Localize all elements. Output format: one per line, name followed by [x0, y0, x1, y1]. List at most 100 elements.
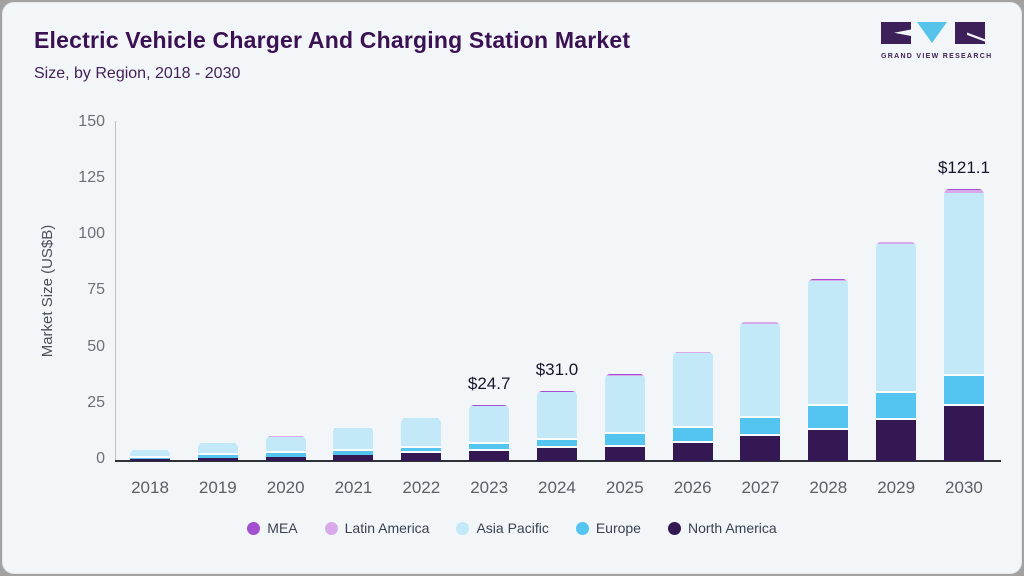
- bar-segment-asia-pacific-2030: [943, 192, 984, 376]
- y-tick-label-125: 125: [78, 168, 105, 186]
- bar-segment-latin-america-2027: [740, 322, 781, 324]
- y-tick-label-150: 150: [78, 112, 105, 130]
- bar-segment-latin-america-2025: [604, 374, 645, 376]
- legend-item-asia-pacific: Asia Pacific: [456, 520, 549, 536]
- y-axis-line: [115, 121, 116, 461]
- bar-segment-asia-pacific-2029: [876, 244, 917, 394]
- bar-segment-latin-america-2023: [469, 405, 510, 407]
- page-subtitle: Size, by Region, 2018 - 2030: [34, 65, 241, 82]
- bar-segment-asia-pacific-2023: [469, 406, 510, 445]
- bar-segment-asia-pacific-2021: [333, 427, 374, 451]
- bar-segment-north-america-2028: [808, 429, 849, 461]
- data-label-2023: $24.7: [467, 374, 511, 394]
- y-tick-label-25: 25: [87, 393, 105, 411]
- x-tick-label-2025: 2025: [605, 478, 644, 497]
- bar-2026: [672, 351, 713, 461]
- legend-dot-asia-pacific: [456, 521, 470, 535]
- data-label-2030: $121.1: [937, 157, 990, 177]
- x-tick-label-2024: 2024: [538, 478, 576, 497]
- x-tick-label-2020: 2020: [266, 478, 305, 497]
- bar-segment-north-america-2022: [401, 453, 442, 461]
- y-tick-label-0: 0: [96, 450, 105, 467]
- bar-segment-latin-america-2024: [536, 391, 577, 393]
- bar-segment-asia-pacific-2026: [672, 353, 713, 428]
- bar-segment-mea-2030: [943, 188, 984, 190]
- legend-label-latin-america: Latin America: [344, 520, 430, 536]
- bar-2023: [469, 405, 510, 461]
- bar-segment-europe-2023: [469, 444, 510, 452]
- bar-segment-north-america-2021: [333, 454, 374, 461]
- bar-segment-europe-2030: [943, 375, 984, 406]
- bar-segment-asia-pacific-2022: [401, 418, 442, 448]
- bar-segment-asia-pacific-2019: [197, 442, 238, 456]
- bar-segment-asia-pacific-2024: [536, 392, 577, 440]
- bar-segment-north-america-2018: [130, 458, 170, 461]
- bar-segment-north-america-2030: [943, 405, 984, 461]
- bar-segment-asia-pacific-2027: [740, 323, 781, 419]
- bar-segment-north-america-2027: [740, 436, 781, 461]
- y-tick-label-75: 75: [87, 281, 105, 299]
- bar-segment-mea-2027: [740, 321, 781, 323]
- bar-segment-asia-pacific-2020: [265, 436, 306, 454]
- stacked-bar-chart: Market Size (US$B) 0 25 50 75 100 125 150 2018…: [3, 3, 1021, 573]
- bar-segment-north-america-2023: [469, 451, 510, 461]
- bar-2030: [943, 188, 984, 461]
- bar-segment-mea-2026: [672, 351, 713, 353]
- legend-dot-mea: [247, 521, 261, 535]
- bar-segment-europe-2026: [672, 427, 713, 443]
- legend-item-latin-america: Latin America: [324, 520, 430, 536]
- gvr-logo-caption: GRAND VIEW RESEARCH: [881, 53, 993, 60]
- legend-label-europe: Europe: [595, 520, 641, 536]
- bar-2024: [536, 391, 577, 461]
- bar-2018: [130, 449, 170, 461]
- bar-segment-asia-pacific-2018: [130, 450, 170, 458]
- bar-segment-europe-2029: [876, 393, 917, 420]
- legend-item-mea: MEA: [247, 520, 298, 536]
- legend-label-mea: MEA: [267, 520, 298, 536]
- x-axis-line: [115, 460, 1001, 462]
- bar-segment-europe-2028: [808, 406, 849, 430]
- legend-label-asia-pacific: Asia Pacific: [476, 520, 549, 536]
- legend-dot-north-america: [667, 521, 681, 535]
- x-tick-label-2026: 2026: [673, 478, 712, 497]
- bar-2029: [876, 241, 917, 461]
- legend-item-north-america: North America: [667, 520, 777, 536]
- bar-2020: [265, 436, 306, 461]
- data-label-2024: $31.0: [535, 360, 579, 380]
- bar-segment-europe-2018: [130, 457, 170, 459]
- bar-segment-europe-2020: [265, 453, 306, 457]
- bar-segment-north-america-2024: [536, 448, 577, 461]
- bar-segment-europe-2024: [536, 439, 577, 449]
- bar-segment-europe-2021: [333, 450, 374, 455]
- x-tick-label-2019: 2019: [198, 478, 237, 497]
- chart-legend: MEA Latin America Asia Pacific Europe North …: [3, 518, 1021, 538]
- bar-2021: [333, 427, 374, 461]
- bar-segment-latin-america-2029: [876, 242, 917, 245]
- x-tick-label-2022: 2022: [402, 478, 441, 497]
- bar-segment-north-america-2020: [265, 456, 306, 461]
- bar-2019: [197, 442, 238, 461]
- bar-segment-latin-america-2028: [808, 279, 849, 282]
- bar-2028: [808, 278, 849, 461]
- bar-segment-north-america-2026: [672, 442, 713, 461]
- bar-segment-asia-pacific-2028: [808, 281, 849, 407]
- x-tick-label-2021: 2021: [334, 478, 373, 497]
- legend-dot-latin-america: [324, 521, 338, 535]
- x-tick-label-2028: 2028: [809, 478, 848, 497]
- bar-segment-europe-2025: [604, 434, 645, 447]
- x-tick-label-2027: 2027: [741, 478, 780, 497]
- y-tick-label-100: 100: [78, 225, 105, 242]
- x-tick-label-2023: 2023: [470, 478, 509, 497]
- bar-2022: [401, 417, 442, 461]
- bar-segment-asia-pacific-2025: [604, 375, 645, 435]
- bar-segment-latin-america-2026: [672, 352, 713, 354]
- bar-segment-latin-america-2030: [943, 189, 984, 193]
- legend-dot-europe: [575, 521, 589, 535]
- bar-2025: [604, 374, 645, 461]
- gvr-logo-mark: [881, 22, 985, 44]
- bar-segment-europe-2027: [740, 418, 781, 437]
- x-tick-label-2030: 2030: [945, 478, 983, 497]
- y-tick-label-50: 50: [87, 337, 105, 355]
- bar-segment-north-america-2019: [197, 457, 238, 461]
